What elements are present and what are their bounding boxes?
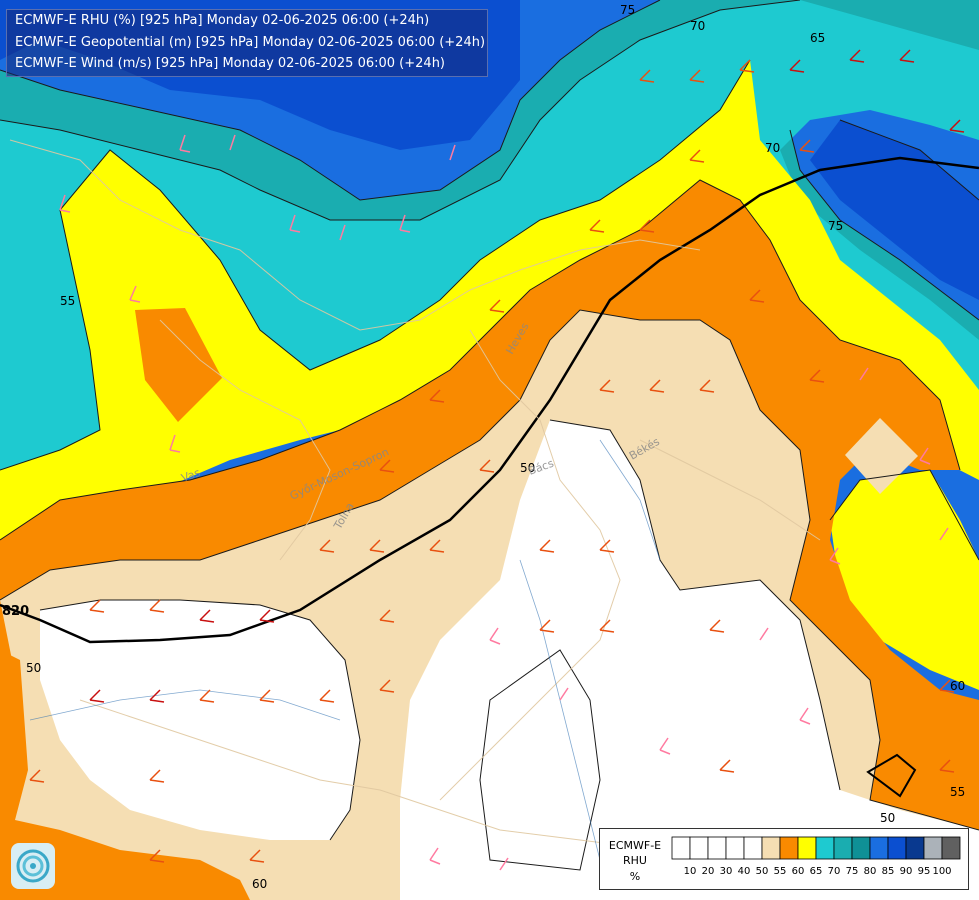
- legend-swatch: [743, 836, 763, 860]
- legend-swatch: [887, 836, 907, 860]
- rh-area-white-west: [40, 600, 360, 840]
- rh-area-white-central: [400, 420, 979, 900]
- legend-swatch: [851, 836, 871, 860]
- legend-swatch: [923, 836, 943, 860]
- legend-tick-label: 65: [810, 866, 823, 877]
- title-wind: ECMWF-E Wind (m/s) [925 hPa] Monday 02-0…: [15, 56, 446, 71]
- legend-swatch: [797, 836, 817, 860]
- legend-title-line: %: [629, 870, 641, 883]
- contour-label-rh: 75: [620, 3, 635, 17]
- legend-swatch: [707, 836, 727, 860]
- legend-tick-label: 70: [828, 866, 841, 877]
- legend-tick-label: 50: [756, 866, 769, 877]
- title-rhu: ECMWF-E RHU (%) [925 hPa] Monday 02-06-2…: [15, 13, 430, 28]
- legend-swatch: [941, 836, 961, 860]
- legend-swatch: [725, 836, 745, 860]
- legend-tick-label: 95: [918, 866, 931, 877]
- contour-label-rh: 50: [520, 461, 535, 475]
- rh-island-orange-west: [135, 308, 222, 422]
- contour-label-rh: 65: [810, 31, 825, 45]
- region-borders: [9, 139, 821, 851]
- contour-label-geopotential: 820: [2, 604, 29, 619]
- legend-tick-label: 60: [792, 866, 805, 877]
- legend-tick-label: 80: [864, 866, 877, 877]
- title-geopotential: ECMWF-E Geopotential (m) [925 hPa] Monda…: [15, 35, 486, 50]
- legend-tick-label: 55: [774, 866, 787, 877]
- legend-swatch: [689, 836, 709, 860]
- legend-tick-label: 85: [882, 866, 895, 877]
- contour-label-rh: 55: [950, 785, 965, 799]
- legend-tick-label: 90: [900, 866, 913, 877]
- legend-swatch: [779, 836, 799, 860]
- legend-tick-label: 30: [720, 866, 733, 877]
- legend-swatch: [833, 836, 853, 860]
- ecmwf-swirl-icon: [11, 843, 55, 889]
- legend-title-line: RHU: [623, 854, 647, 867]
- legend-color-bar: 10 20 30 40 50 55 60 65 70 75 80 85 90 95 100: [671, 836, 961, 877]
- rh-contour-lines: [0, 0, 979, 871]
- legend-tick-label: 75: [846, 866, 859, 877]
- rh-legend: ECMWF-E RHU % 10 20 30 40 50 55 60 65 70 75 80 85 90…: [599, 828, 969, 890]
- contour-label-rh: 55: [60, 294, 75, 308]
- storm-marker: [866, 753, 917, 798]
- contour-label-rh: 60: [252, 877, 267, 891]
- contour-label-rh: 60: [950, 679, 965, 693]
- contour-label-rh: 50: [880, 811, 895, 825]
- contour-label-rh: 75: [828, 219, 843, 233]
- legend-tick-label: 20: [702, 866, 715, 877]
- rh-island-beige-east: [845, 418, 918, 494]
- contour-label-rh: 50: [26, 661, 41, 675]
- legend-tick-label: 40: [738, 866, 751, 877]
- map-title-box: ECMWF-E RHU (%) [925 hPa] Monday 02-06-2…: [6, 9, 488, 77]
- contour-label-rh: 70: [765, 141, 780, 155]
- legend-tick-label: 10: [684, 866, 697, 877]
- legend-title-line: ECMWF-E: [608, 839, 662, 852]
- legend-swatch: [869, 836, 889, 860]
- rh-band-orange-southwest: [0, 650, 250, 900]
- contour-label-rh: 70: [690, 19, 705, 33]
- legend-swatch: [761, 836, 781, 860]
- region-label: Vas: [180, 466, 203, 485]
- wind-barbs: [29, 49, 965, 873]
- legend-tick-label: 100: [932, 866, 951, 877]
- geopotential-contour-820: [0, 156, 979, 644]
- legend-swatch: [815, 836, 835, 860]
- legend-swatch: [671, 836, 691, 860]
- legend-swatch: [905, 836, 925, 860]
